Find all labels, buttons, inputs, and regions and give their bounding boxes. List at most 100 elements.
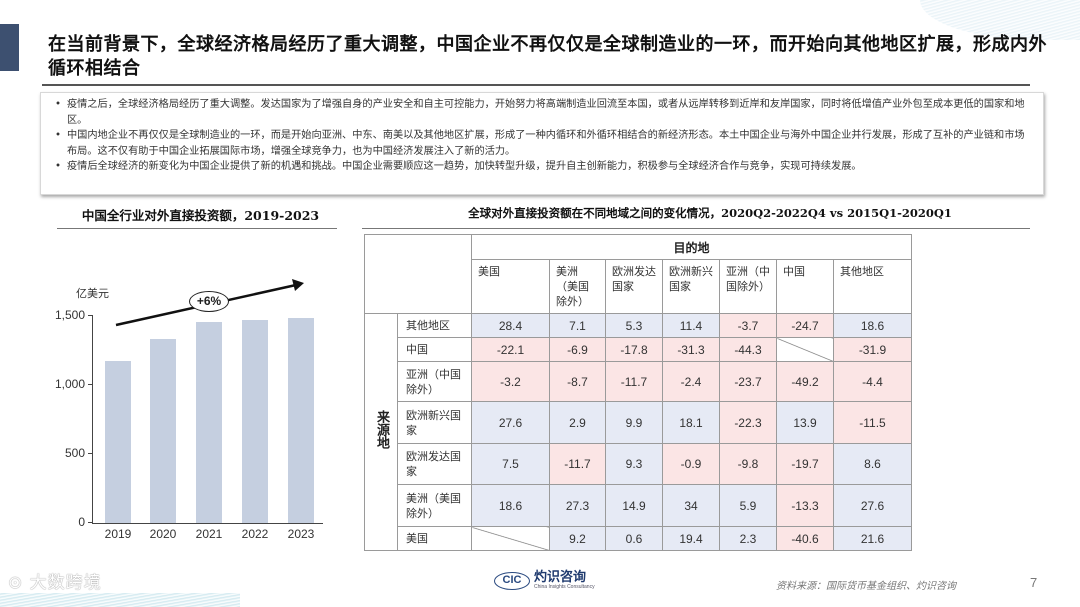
- cell: 9.2: [549, 526, 606, 551]
- table-row: 欧洲新兴国家 27.6 2.9 9.9 18.1 -22.3 13.9 -11.…: [365, 401, 912, 444]
- cell: -19.7: [776, 443, 834, 485]
- row-header: 欧洲发达国家: [397, 443, 472, 485]
- row-header: 美洲（美国除外）: [397, 484, 472, 527]
- cell: -22.1: [471, 337, 550, 362]
- row-header: 中国: [397, 337, 472, 362]
- cell: 34: [662, 484, 720, 527]
- title-accent-bar: [0, 24, 19, 71]
- cell: -8.7: [549, 361, 606, 402]
- cell: 2.3: [719, 526, 777, 551]
- table-corner: [364, 234, 472, 314]
- brand-logo-icon: ⊙: [8, 573, 24, 593]
- x-axis: [92, 523, 323, 524]
- x-tick-label: 2023: [287, 527, 315, 541]
- cagr-badge: +6%: [189, 291, 229, 312]
- x-tick-label: 2019: [104, 527, 132, 541]
- cell: 11.4: [662, 313, 720, 338]
- cell: 21.6: [833, 526, 912, 551]
- cell: 2.9: [549, 401, 606, 444]
- cell: 7.1: [549, 313, 606, 338]
- y-tick-mark: [88, 522, 92, 523]
- bullet-item: 疫情之后，全球经济格局经历了重大调整。发达国家为了增强自身的产业安全和自主可控能…: [55, 97, 1033, 128]
- bar-2023: [288, 318, 314, 523]
- y-tick-label: 0: [78, 515, 85, 529]
- bullet-list: 疫情之后，全球经济格局经历了重大调整。发达国家为了增强自身的产业安全和自主可控能…: [55, 97, 1033, 175]
- cell: -24.7: [776, 313, 834, 338]
- y-tick-label: 1,000: [54, 377, 85, 391]
- bar-chart-title: 中国全行业对外直接投资额，2019-2023: [81, 208, 320, 223]
- table-row: 来源地 其他地区 28.4 7.1 5.3 11.4 -3.7 -24.7 18…: [364, 313, 912, 551]
- cell: 14.9: [605, 484, 663, 527]
- cell: -9.8: [719, 443, 777, 485]
- cell: 8.6: [833, 443, 912, 485]
- empty-diagonal-cell: [471, 526, 550, 551]
- bar-2021: [196, 322, 222, 523]
- y-axis: [92, 315, 93, 523]
- table-title: 全球对外直接投资额在不同地域之间的变化情况，2020Q2-2022Q4 vs 2…: [468, 206, 952, 220]
- cell: 27.3: [549, 484, 606, 527]
- cell: 27.6: [471, 401, 550, 444]
- cell: 9.3: [605, 443, 663, 485]
- cell: 19.4: [662, 526, 720, 551]
- row-header: 美国: [397, 526, 472, 551]
- cell: 0.6: [605, 526, 663, 551]
- watermark-brand: ⊙ 大数跨境: [8, 568, 102, 593]
- cell: -31.3: [662, 337, 720, 362]
- cell: -11.5: [833, 401, 912, 444]
- cell: 18.6: [833, 313, 912, 338]
- decorative-wave: [0, 593, 240, 607]
- table-row: 中国 -22.1 -6.9 -17.8 -31.3 -44.3 -31.9: [365, 337, 912, 362]
- source-header: 来源地: [364, 313, 398, 551]
- cell: -3.7: [719, 313, 777, 338]
- row-header: 亚洲（中国除外）: [397, 361, 472, 402]
- cell: 28.4: [471, 313, 550, 338]
- fdi-change-matrix: 目的地 美国 美洲（美国除外） 欧洲发达国家 欧洲新兴国家 亚洲（中国除外） 中…: [364, 234, 912, 551]
- y-tick-label: 500: [64, 446, 85, 460]
- bar-2020: [150, 339, 176, 523]
- column-header: 美洲（美国除外）: [549, 259, 606, 314]
- cell: -11.7: [549, 443, 606, 485]
- cell: -3.2: [471, 361, 550, 402]
- cell: 9.9: [605, 401, 663, 444]
- source-note: 资料来源：国际货币基金组织、灼识咨询: [776, 581, 956, 592]
- column-header: 亚洲（中国除外）: [719, 259, 777, 314]
- cell: -49.2: [776, 361, 834, 402]
- column-header: 其他地区: [833, 259, 912, 314]
- y-axis-unit: 亿美元: [76, 287, 109, 300]
- cell: 18.1: [662, 401, 720, 444]
- cic-logo-icon: CIC: [494, 571, 530, 590]
- table-row: 亚洲（中国除外） -3.2 -8.7 -11.7 -2.4 -23.7 -49.…: [365, 361, 912, 402]
- cell: 5.9: [719, 484, 777, 527]
- x-tick-label: 2022: [241, 527, 269, 541]
- destination-header: 目的地: [471, 234, 912, 260]
- empty-diagonal-cell: [776, 337, 834, 362]
- bar-2022: [242, 320, 268, 523]
- cell: -44.3: [719, 337, 777, 362]
- cell: -6.9: [549, 337, 606, 362]
- cell: 7.5: [471, 443, 550, 485]
- cell: -40.6: [776, 526, 834, 551]
- page-number: 7: [1030, 575, 1038, 590]
- cell: -11.7: [605, 361, 663, 402]
- row-header: 欧洲新兴国家: [397, 401, 472, 444]
- cell: 27.6: [833, 484, 912, 527]
- cell: -17.8: [605, 337, 663, 362]
- x-tick-label: 2021: [195, 527, 223, 541]
- cell: -31.9: [833, 337, 912, 362]
- cell: -4.4: [833, 361, 912, 402]
- y-tick-mark: [88, 453, 92, 454]
- cell: 5.3: [605, 313, 663, 338]
- cell: -23.7: [719, 361, 777, 402]
- bullet-item: 疫情后全球经济的新变化为中国企业提供了新的机遇和挑战。中国企业需要顺应这一趋势，…: [55, 159, 1033, 175]
- table-row: 美国 9.2 0.6 19.4 2.3 -40.6 21.6: [365, 526, 912, 551]
- cell: -2.4: [662, 361, 720, 402]
- y-tick-mark: [88, 384, 92, 385]
- bullet-item: 中国内地企业不再仅仅是全球制造业的一环，而是开始向亚洲、中东、南美以及其他地区扩…: [55, 128, 1033, 159]
- company-logo: CIC 灼识咨询 China Insights Consultancy: [494, 571, 595, 590]
- row-header: 其他地区: [397, 313, 472, 338]
- column-header: 美国: [471, 259, 550, 314]
- y-tick-label: 1,500: [54, 308, 85, 322]
- summary-box: 疫情之后，全球经济格局经历了重大调整。发达国家为了增强自身的产业安全和自主可控能…: [40, 92, 1044, 195]
- cell: -22.3: [719, 401, 777, 444]
- bar-chart-title-divider: [57, 228, 337, 229]
